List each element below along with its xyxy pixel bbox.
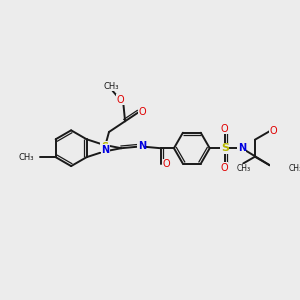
Text: CH₃: CH₃ [236,164,250,173]
Text: O: O [163,159,171,169]
Text: O: O [138,107,146,117]
Text: CH₃: CH₃ [103,82,118,91]
Text: N: N [101,145,110,155]
Text: O: O [220,124,228,134]
Text: O: O [269,126,277,136]
Text: O: O [220,163,228,172]
Text: CH₃: CH₃ [289,164,300,173]
Text: CH₃: CH₃ [19,153,34,162]
Text: S: S [221,143,229,153]
Text: N: N [238,143,246,153]
Text: S: S [101,142,108,152]
Text: O: O [117,95,124,105]
Text: N: N [138,140,146,151]
